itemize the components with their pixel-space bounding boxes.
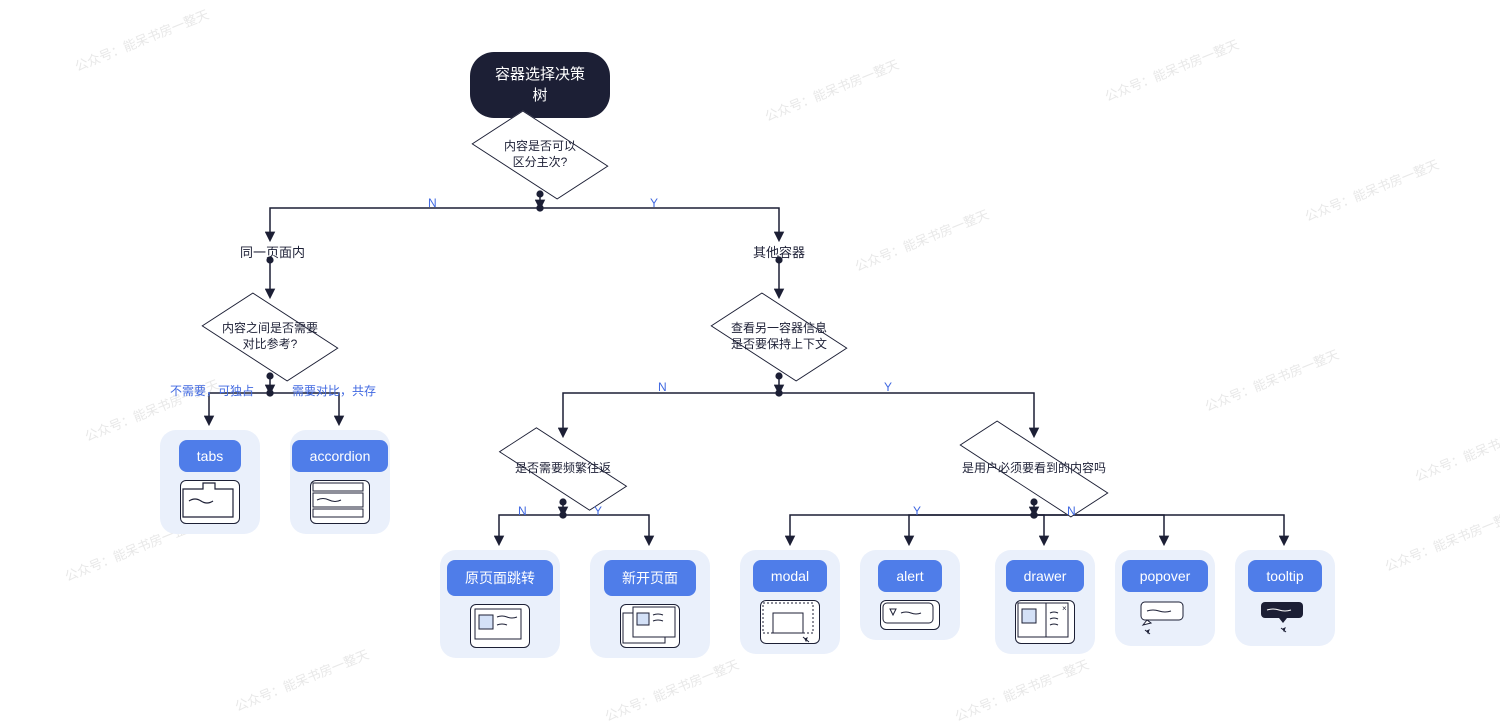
watermark: 公众号：能呆书房一整天 — [1412, 414, 1500, 485]
edgelabel-noneed: 不需要，可独占 — [170, 382, 254, 399]
result-alert: alert — [860, 550, 960, 640]
svg-text:×: × — [1062, 604, 1067, 613]
result-accordion-label: accordion — [292, 440, 389, 472]
edgelabel-need: 需要对比，共存 — [292, 382, 376, 399]
watermark: 公众号：能呆书房一整天 — [952, 654, 1092, 725]
result-modal: modal — [740, 550, 840, 654]
edgelabel-n4: N — [1067, 504, 1076, 518]
tooltip-icon — [1255, 600, 1315, 636]
edgelabel-n3: N — [518, 504, 527, 518]
modal-icon — [760, 600, 820, 644]
decision-mustread: 是用户必须要看到的内容吗 — [934, 436, 1134, 502]
watermark: 公众号：能呆书房一整天 — [72, 4, 212, 75]
popover-icon — [1135, 600, 1195, 636]
result-origpage-label: 原页面跳转 — [447, 560, 553, 596]
alert-icon — [880, 600, 940, 630]
drawer-icon: × — [1015, 600, 1075, 644]
result-drawer: drawer × — [995, 550, 1095, 654]
result-tooltip-label: tooltip — [1248, 560, 1321, 592]
watermark: 公众号：能呆书房一整天 — [602, 654, 742, 725]
result-tooltip: tooltip — [1235, 550, 1335, 646]
tabs-icon — [180, 480, 240, 524]
edgelabel-y4: Y — [913, 504, 921, 518]
watermark: 公众号：能呆书房一整天 — [232, 644, 372, 715]
result-tabs-label: tabs — [179, 440, 241, 472]
watermark: 公众号：能呆书房一整天 — [1202, 344, 1342, 415]
result-newpage: 新开页面 — [590, 550, 710, 658]
watermark: 公众号：能呆书房一整天 — [1102, 34, 1242, 105]
result-popover: popover — [1115, 550, 1215, 646]
newpage-icon — [620, 604, 680, 648]
result-popover-label: popover — [1122, 560, 1209, 592]
page-icon — [470, 604, 530, 648]
edgelabel-y1: Y — [650, 196, 658, 210]
edgelabel-n2: N — [658, 380, 667, 394]
edgelabel-y2: Y — [884, 380, 892, 394]
decision-compare: 内容之间是否需要 对比参考? — [200, 297, 340, 377]
edgelabel-y3: Y — [594, 504, 602, 518]
result-accordion: accordion — [290, 430, 390, 534]
root-node: 容器选择决策树 — [470, 52, 610, 118]
label-othercontainer: 其他容器 — [753, 242, 805, 261]
result-alert-label: alert — [878, 560, 941, 592]
result-newpage-label: 新开页面 — [604, 560, 696, 596]
label-samepage: 同一页面内 — [240, 242, 305, 261]
accordion-icon — [310, 480, 370, 524]
decision-frequent: 是否需要频繁往返 — [483, 436, 643, 502]
decision-priority: 内容是否可以 区分主次? — [470, 115, 610, 195]
result-modal-label: modal — [753, 560, 827, 592]
watermark: 公众号：能呆书房一整天 — [852, 204, 992, 275]
watermark: 公众号：能呆书房一整天 — [1302, 154, 1442, 225]
result-origpage: 原页面跳转 — [440, 550, 560, 658]
decision-context: 查看另一容器信息 是否要保持上下文 — [709, 297, 849, 377]
root-label: 容器选择决策树 — [494, 64, 586, 106]
result-drawer-label: drawer — [1006, 560, 1085, 592]
watermark: 公众号：能呆书房一整天 — [1382, 504, 1500, 575]
edgelabel-n1: N — [428, 196, 437, 210]
flowchart-canvas: 公众号：能呆书房一整天 公众号：能呆书房一整天 公众号：能呆书房一整天 公众号：… — [0, 0, 1500, 703]
watermark: 公众号：能呆书房一整天 — [762, 54, 902, 125]
result-tabs: tabs — [160, 430, 260, 534]
